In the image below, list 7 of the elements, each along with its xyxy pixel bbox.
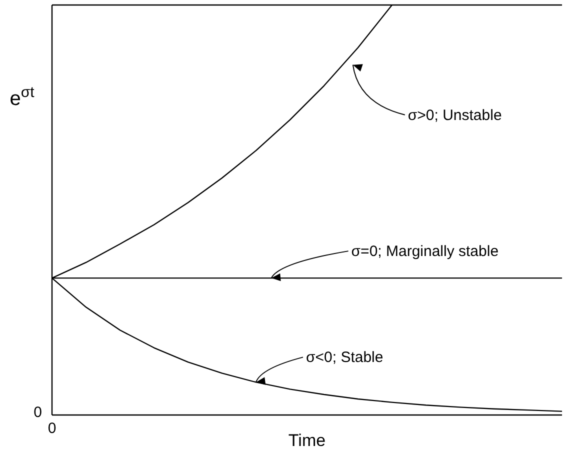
annotation: σ<0; Stable (306, 349, 384, 366)
text: 0 (48, 420, 56, 437)
y-axis-title: e$^{σt}$ (10, 84, 36, 110)
x-axis-title: Time (288, 431, 326, 450)
annotation: σ>0; Unstable (408, 106, 502, 124)
text: 0 (34, 404, 42, 421)
annotation: σ=0; Marginally stable (351, 243, 499, 260)
